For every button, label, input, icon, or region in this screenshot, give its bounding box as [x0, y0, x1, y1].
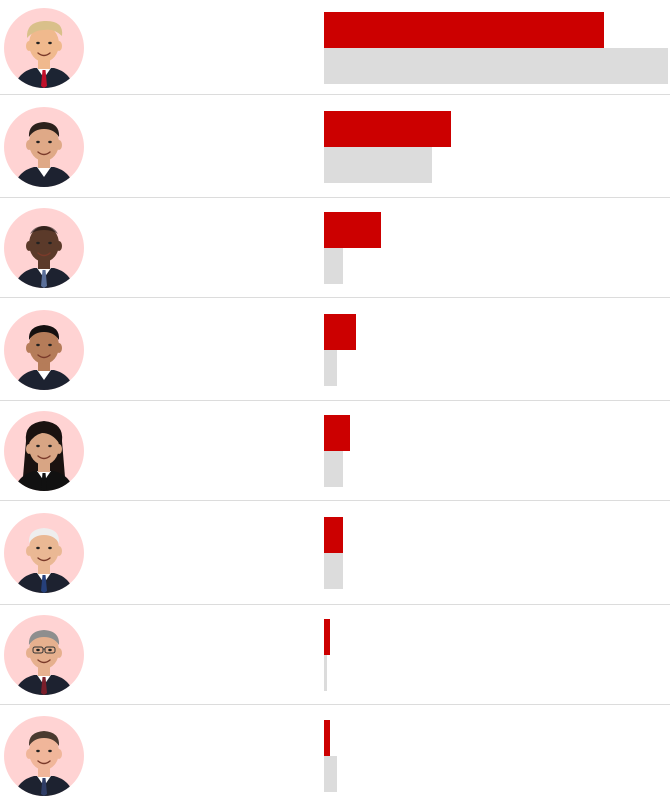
row-divider — [0, 400, 670, 401]
avatar — [4, 411, 84, 491]
secondary-bar-5 — [324, 451, 343, 487]
primary-bar-5 — [324, 415, 350, 451]
row-divider — [0, 604, 670, 605]
secondary-bar-4 — [324, 350, 337, 386]
primary-bar-3 — [324, 212, 381, 248]
avatar — [4, 208, 84, 288]
avatar — [4, 615, 84, 695]
avatar — [4, 8, 84, 88]
secondary-bar-7 — [324, 655, 327, 691]
chart-row-3 — [0, 198, 670, 298]
avatar — [4, 513, 84, 593]
primary-bar-6 — [324, 517, 343, 553]
row-divider — [0, 197, 670, 198]
row-divider — [0, 704, 670, 705]
row-divider — [0, 500, 670, 501]
row-divider — [0, 94, 670, 95]
row-divider — [0, 297, 670, 298]
avatar — [4, 716, 84, 796]
primary-bar-4 — [324, 314, 356, 350]
secondary-bar-6 — [324, 553, 343, 589]
chart-row-5 — [0, 401, 670, 501]
secondary-bar-3 — [324, 248, 343, 284]
chart-row-6 — [0, 501, 670, 605]
primary-bar-8 — [324, 720, 330, 756]
secondary-bar-8 — [324, 756, 337, 792]
primary-bar-7 — [324, 619, 330, 655]
chart-row-8 — [0, 705, 670, 806]
secondary-bar-2 — [324, 147, 432, 183]
chart-row-7 — [0, 605, 670, 705]
chart-row-1 — [0, 0, 670, 95]
primary-bar-1 — [324, 12, 604, 48]
primary-bar-2 — [324, 111, 451, 147]
chart-row-4 — [0, 298, 670, 401]
avatar — [4, 107, 84, 187]
chart-row-2 — [0, 95, 670, 198]
avatar — [4, 310, 84, 390]
secondary-bar-1 — [324, 48, 668, 84]
